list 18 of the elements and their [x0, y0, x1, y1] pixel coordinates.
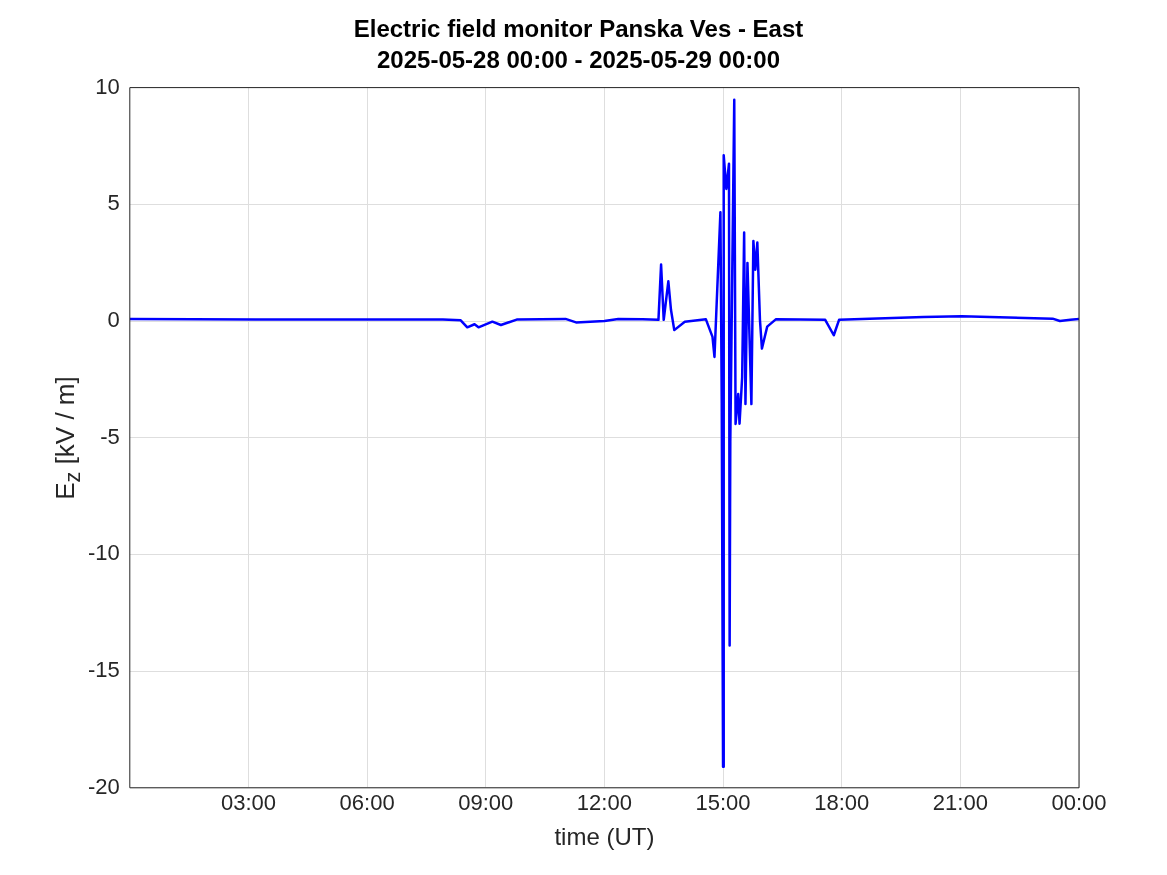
- y-tick-label: 0: [107, 307, 120, 333]
- x-tick-label: 09:00: [458, 790, 514, 816]
- x-tick-label: 12:00: [576, 790, 632, 816]
- y-tick-label: -15: [88, 657, 120, 683]
- y-tick-label: -10: [88, 540, 120, 566]
- chart-title: Electric field monitor Panska Ves - East: [353, 15, 804, 43]
- x-axis-title: time (UT): [554, 823, 655, 851]
- y-tick-label: 10: [95, 73, 120, 99]
- x-tick-label: 03:00: [220, 790, 276, 816]
- x-tick-label: 06:00: [339, 790, 395, 816]
- x-tick-label: 00:00: [1051, 790, 1107, 816]
- y-tick-label: -20: [88, 773, 120, 799]
- y-tick-label: 5: [107, 190, 120, 216]
- chart-subtitle: 2025-05-28 00:00 - 2025-05-29 00:00: [377, 45, 780, 73]
- x-tick-label: 21:00: [932, 790, 988, 816]
- y-tick-label: -5: [100, 423, 120, 449]
- x-tick-label: 18:00: [814, 790, 870, 816]
- x-tick-label: 15:00: [695, 790, 751, 816]
